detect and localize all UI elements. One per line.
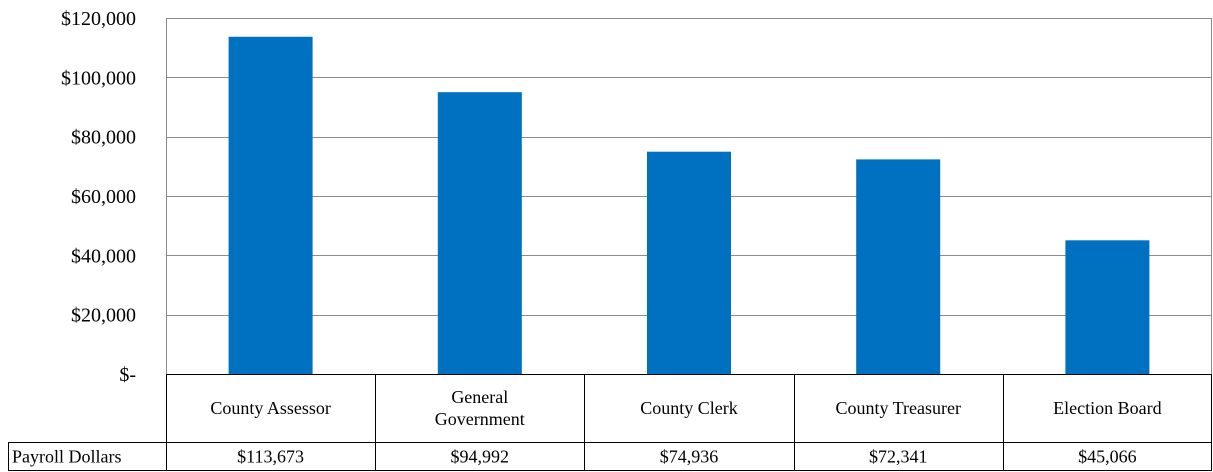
y-tick-label: $40,000 [71,245,136,267]
bar [1065,240,1150,374]
y-tick-label: $60,000 [71,186,136,208]
table-series-label: Payroll Dollars [12,447,122,467]
x-category-label: General [451,387,508,407]
bar [647,151,731,374]
table-value-cell: $45,066 [1078,447,1137,467]
bar [856,159,941,374]
x-category-label: County Clerk [640,398,738,418]
y-tick-label: $80,000 [71,127,136,149]
y-tick-label: $100,000 [61,67,136,89]
bar [437,92,522,374]
x-category-label: Election Board [1053,398,1161,418]
table-value-cell: $113,673 [237,447,304,467]
bar [228,36,313,374]
y-axis-tick-labels: $- $20,000 $40,000 $60,000 $80,000 $100,000 $1… [61,8,136,386]
table-value-cell: $74,936 [660,447,719,467]
table-value-cell: $94,992 [451,447,510,467]
bars [228,36,1150,374]
x-category-label: Government [435,409,525,429]
x-category-label: County Assessor [210,398,331,418]
table-value-cell: $72,341 [869,447,928,467]
y-tick-label: $120,000 [61,8,136,30]
x-category-label: County Treasurer [835,398,961,418]
y-tick-label: $20,000 [71,305,136,327]
y-tick-label: $- [119,364,136,386]
